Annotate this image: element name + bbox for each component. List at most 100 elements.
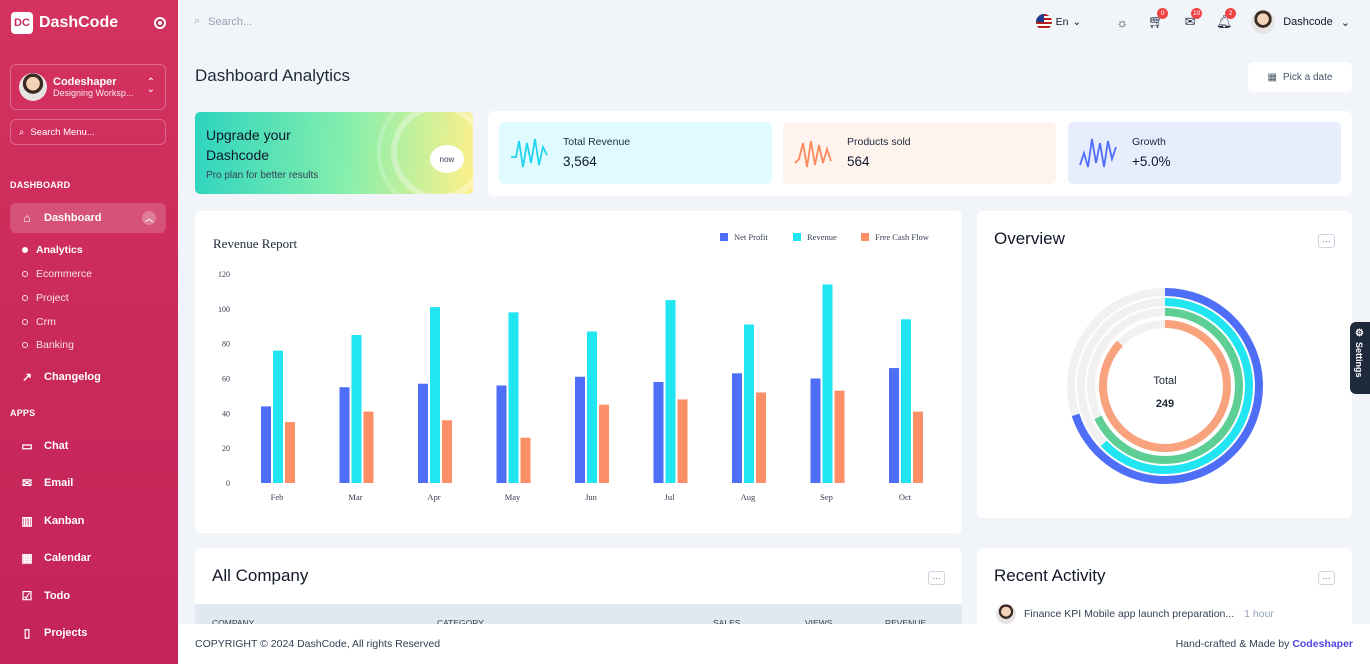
sun-icon: ☼	[1116, 14, 1129, 30]
stat-label: Total Revenue	[563, 136, 631, 148]
ring-arc[interactable]	[1077, 298, 1253, 474]
sidebar-subitem-analytics[interactable]: Analytics	[22, 244, 83, 256]
bar-revenue[interactable]	[665, 300, 676, 483]
cart-button[interactable]: 🛒︎ 0	[1139, 8, 1173, 30]
legend-net-profit[interactable]: Net Profit	[720, 232, 768, 242]
sidebar-subitem-ecommerce[interactable]: Ecommerce	[22, 268, 92, 280]
legend-label: Revenue	[807, 232, 837, 242]
sidebar-item-calendar[interactable]: ▦ Calendar	[10, 543, 166, 573]
us-flag-icon	[1035, 14, 1052, 30]
sidebar-item-label: Todo	[44, 590, 71, 602]
sidebar-item-email[interactable]: ✉ Email	[10, 468, 166, 498]
y-tick-label: 120	[218, 270, 230, 279]
calendar-icon: ▦	[1267, 71, 1277, 83]
bar-free-cash-flow[interactable]	[913, 411, 923, 483]
settings-tab[interactable]: Settings ⚙	[1350, 322, 1370, 394]
wave-chart-icon	[794, 140, 832, 168]
user-menu[interactable]: Dashcode ⌄	[1251, 10, 1350, 34]
activity-item[interactable]: Finance KPI Mobile app launch preparatio…	[996, 604, 1274, 624]
sidebar: DC DashCode Codeshaper Designing Worksp.…	[0, 0, 178, 664]
logo[interactable]: DC DashCode	[11, 12, 118, 34]
bar-net-profit[interactable]	[732, 373, 742, 483]
made-by-prefix: Hand-crafted & Made by	[1175, 638, 1290, 650]
y-tick-label: 60	[222, 375, 230, 384]
sidebar-subitem-project[interactable]: Project	[22, 292, 69, 304]
sidebar-item-todo[interactable]: ☑ Todo	[10, 581, 166, 611]
ring-arc[interactable]	[1067, 288, 1263, 484]
bar-revenue[interactable]	[430, 307, 440, 483]
bullet-icon	[22, 319, 28, 325]
legend-label: Free Cash Flow	[875, 232, 929, 242]
page-title: Dashboard Analytics	[195, 66, 350, 85]
column-header[interactable]: VIEWS	[805, 618, 833, 628]
company-table-header: COMPANY CATEGORY SALES VIEWS REVENUE	[195, 604, 962, 628]
sidebar-subitem-crm[interactable]: Crm	[22, 316, 56, 328]
sidebar-item-changelog[interactable]: ↗ Changelog	[10, 362, 166, 392]
sidebar-item-projects[interactable]: ▯ Projects	[10, 618, 166, 648]
made-by-link[interactable]: Codeshaper	[1292, 638, 1353, 650]
sidebar-item-label: Projects	[44, 627, 88, 639]
bar-revenue[interactable]	[822, 284, 833, 483]
column-header[interactable]: CATEGORY	[437, 618, 484, 628]
bar-net-profit[interactable]	[889, 368, 899, 483]
more-options-button[interactable]: ···	[928, 571, 945, 585]
date-picker-label: Pick a date	[1282, 71, 1333, 83]
date-picker-button[interactable]: ▦ Pick a date	[1248, 62, 1352, 92]
sidebar-item-label: Chat	[44, 440, 69, 452]
bar-net-profit[interactable]	[261, 406, 271, 483]
upgrade-now-button[interactable]: now	[430, 145, 464, 173]
bar-free-cash-flow[interactable]	[834, 390, 845, 483]
sidebar-subitem-label: Analytics	[36, 244, 83, 256]
bar-revenue[interactable]	[351, 334, 362, 483]
bar-free-cash-flow[interactable]	[363, 411, 374, 483]
bar-free-cash-flow[interactable]	[677, 399, 688, 483]
bar-revenue[interactable]	[744, 324, 754, 483]
more-options-button[interactable]: ···	[1318, 234, 1335, 248]
bar-free-cash-flow[interactable]	[442, 420, 452, 483]
search-icon: ⌕	[194, 15, 201, 27]
bar-free-cash-flow[interactable]	[599, 404, 609, 483]
sidebar-item-dashboard[interactable]: ⌂ Dashboard ︿	[10, 203, 166, 233]
workspace-switcher[interactable]: Codeshaper Designing Worksp... ⌃ ⌄	[10, 64, 166, 110]
sidebar-item-chat[interactable]: ▭ Chat	[10, 431, 166, 461]
bar-net-profit[interactable]	[496, 385, 507, 483]
messages-button[interactable]: ✉ 10	[1173, 8, 1207, 30]
bar-net-profit[interactable]	[810, 378, 821, 484]
bar-net-profit[interactable]	[339, 387, 350, 483]
global-search[interactable]: ⌕ Search...	[194, 15, 252, 28]
mail-icon: ✉	[1184, 14, 1196, 29]
notify-badge: 2	[1225, 8, 1237, 19]
bar-net-profit[interactable]	[418, 383, 428, 483]
bar-free-cash-flow[interactable]	[285, 422, 295, 483]
notifications-button[interactable]: 🔔︎ 2	[1207, 8, 1241, 30]
ring-arc[interactable]	[1099, 320, 1231, 452]
column-header[interactable]: COMPANY	[212, 618, 255, 628]
bar-free-cash-flow[interactable]	[520, 437, 531, 483]
bar-revenue[interactable]	[901, 319, 911, 483]
bar-net-profit[interactable]	[575, 376, 585, 483]
sidebar-collapse-toggle[interactable]	[154, 17, 166, 29]
ring-arc[interactable]	[1087, 308, 1243, 464]
bar-free-cash-flow[interactable]	[756, 392, 766, 483]
sidebar-item-kanban[interactable]: ▥ Kanban	[10, 506, 166, 536]
more-options-button[interactable]: ···	[1318, 571, 1335, 585]
column-header[interactable]: REVENUE	[885, 618, 927, 628]
legend-revenue[interactable]: Revenue	[793, 232, 837, 242]
language-selector[interactable]: En ⌄	[1035, 14, 1081, 30]
bar-revenue[interactable]	[587, 331, 597, 483]
sidebar-subitem-label: Banking	[36, 339, 74, 351]
bullet-icon	[22, 271, 28, 277]
sidebar-search[interactable]: ⌕ Search Menu...	[10, 119, 166, 145]
bar-revenue[interactable]	[508, 312, 519, 483]
column-header[interactable]: SALES	[713, 618, 741, 628]
legend-free-cash-flow[interactable]: Free Cash Flow	[861, 232, 929, 242]
sidebar-item-label: Changelog	[44, 371, 101, 383]
theme-toggle[interactable]: ☼	[1105, 15, 1139, 30]
sidebar-search-label: Search Menu...	[30, 126, 95, 138]
x-tick-label: May	[505, 492, 521, 502]
bar-net-profit[interactable]	[653, 381, 664, 483]
bar-revenue[interactable]	[273, 350, 283, 483]
gear-icon: ⚙	[1355, 328, 1364, 339]
sidebar-subitem-banking[interactable]: Banking	[22, 339, 74, 351]
section-heading-apps: APPS	[10, 408, 36, 418]
